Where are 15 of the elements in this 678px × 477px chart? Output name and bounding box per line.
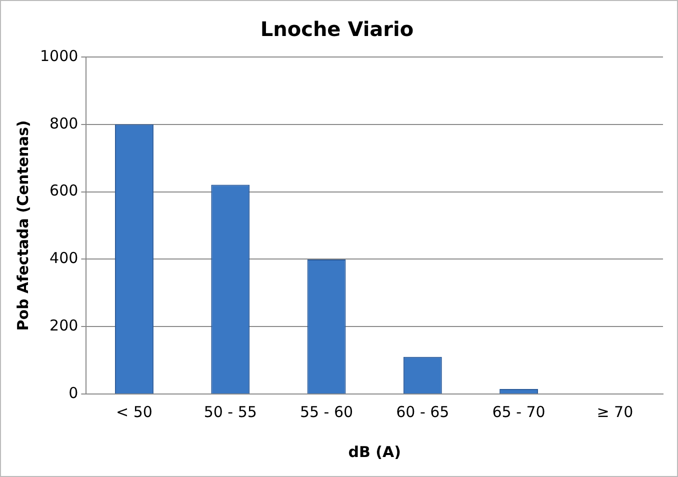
y-tick-label: 600 [50,182,78,200]
chart-title: Lnoche Viario [260,17,414,42]
x-tick-label: < 50 [116,402,152,421]
x-tick-label: 65 - 70 [492,402,546,421]
x-tick-label: ≥ 70 [596,402,634,421]
y-axis-title: Pob Afectada (Centenas) [14,120,32,331]
x-tick-label: 60 - 65 [396,402,450,421]
y-tick-label: 1000 [40,46,78,65]
x-tick-label: 55 - 60 [300,402,354,421]
y-tick-label: 400 [50,249,78,268]
y-tick-label: 200 [50,316,78,334]
x-tick-label: 50 - 55 [204,402,257,421]
x-axis-title: dB (A) [348,442,401,461]
y-tick-label: 0 [68,384,78,402]
y-tick-label: 800 [50,114,78,132]
